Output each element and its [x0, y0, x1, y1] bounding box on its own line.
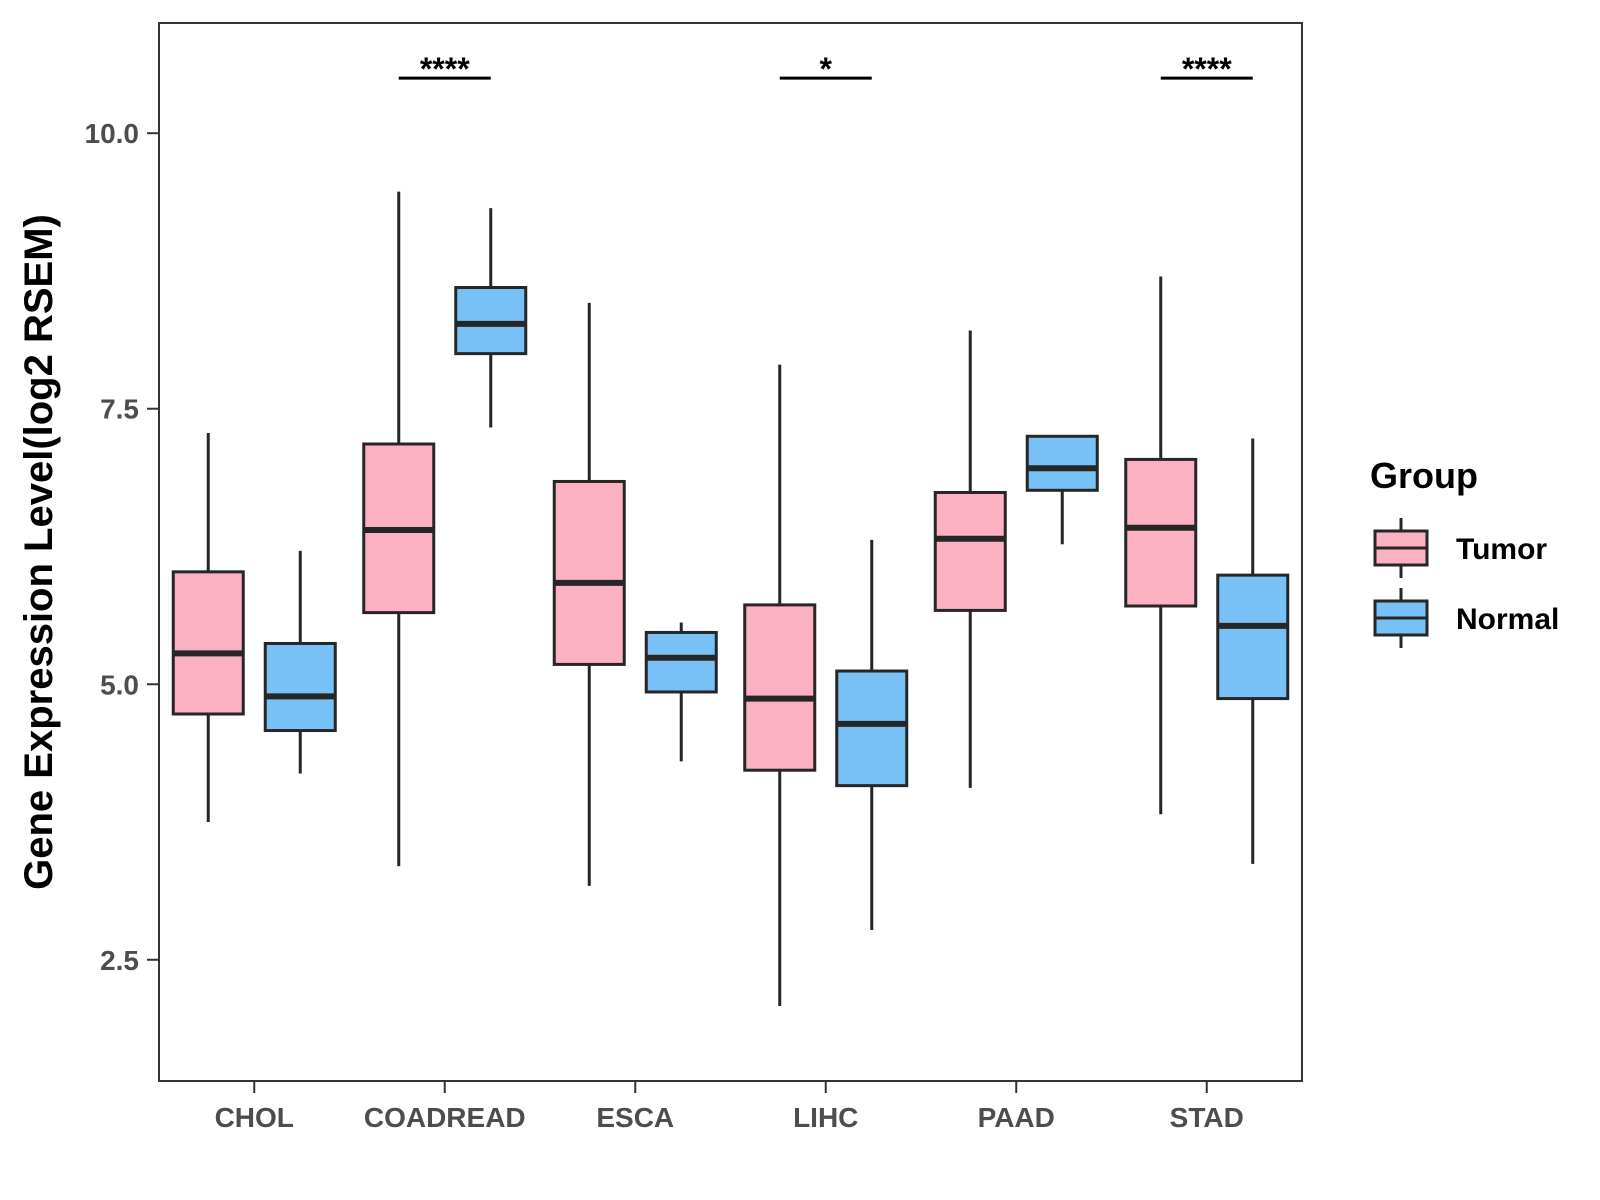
significance-label: ****	[1182, 51, 1232, 87]
legend: Group Tumor Normal	[1370, 455, 1559, 648]
box-normal-esca	[644, 622, 718, 762]
x-tick-label: LIHC	[793, 1102, 858, 1133]
box-normal-coadread	[454, 208, 528, 428]
y-tick-label: 10.0	[85, 118, 140, 149]
box-tumor-esca	[552, 302, 626, 886]
significance-layer: **** * ****	[398, 51, 1253, 87]
box-iqr	[835, 669, 909, 788]
significance-label: ****	[420, 51, 470, 87]
y-axis: 2.5 5.0 7.5 10.0	[85, 118, 159, 976]
box-normal-paad	[1025, 434, 1099, 545]
box-iqr	[1124, 457, 1198, 608]
x-tick-label: PAAD	[978, 1102, 1055, 1133]
box-iqr	[263, 641, 337, 733]
box-normal-chol	[263, 550, 337, 774]
x-tick-label: ESCA	[596, 1102, 674, 1133]
x-tick-label: STAD	[1170, 1102, 1244, 1133]
x-tick-label: CHOL	[215, 1102, 294, 1133]
box-tumor-coadread	[362, 191, 436, 867]
boxes-layer	[171, 191, 1290, 1007]
plot-panel	[158, 22, 1303, 1082]
box-normal-lihc	[835, 539, 909, 931]
significance-label: *	[820, 51, 833, 87]
box-iqr	[933, 490, 1007, 612]
box-tumor-paad	[933, 330, 1007, 788]
legend-title: Group	[1370, 455, 1478, 496]
box-normal-stad	[1216, 438, 1290, 864]
box-tumor-lihc	[743, 364, 817, 1007]
y-axis-title: Gene Expression Level(log2 RSEM)	[17, 214, 61, 890]
y-tick-label: 7.5	[100, 394, 139, 425]
legend-label: Normal	[1456, 603, 1559, 636]
legend-key-normal: Normal	[1373, 588, 1559, 648]
box-iqr	[743, 603, 817, 772]
x-axis: CHOL COADREAD ESCA LIHC PAAD STAD	[215, 1081, 1244, 1133]
box-iqr	[1216, 573, 1290, 701]
box-tumor-stad	[1124, 276, 1198, 815]
y-tick-label: 2.5	[100, 945, 139, 976]
box-iqr	[454, 286, 528, 356]
box-iqr	[1025, 434, 1099, 492]
box-iqr	[644, 630, 718, 694]
legend-label: Tumor	[1456, 533, 1547, 566]
y-tick-label: 5.0	[100, 669, 139, 700]
legend-key-tumor: Tumor	[1373, 518, 1547, 578]
x-tick-label: COADREAD	[364, 1102, 526, 1133]
box-iqr	[171, 570, 245, 716]
box-tumor-chol	[171, 432, 245, 823]
box-iqr	[552, 479, 626, 666]
